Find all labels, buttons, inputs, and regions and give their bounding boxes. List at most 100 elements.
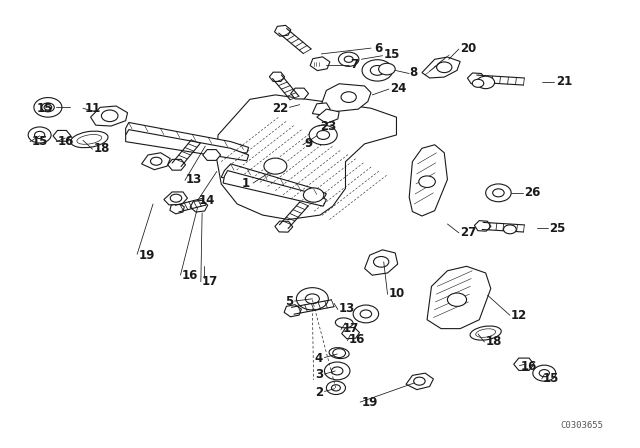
Text: 8: 8 bbox=[409, 66, 417, 79]
Ellipse shape bbox=[470, 326, 501, 340]
Text: 13: 13 bbox=[339, 302, 355, 315]
Ellipse shape bbox=[335, 318, 353, 328]
Circle shape bbox=[533, 365, 556, 381]
Polygon shape bbox=[141, 153, 170, 170]
Circle shape bbox=[344, 56, 353, 62]
Circle shape bbox=[34, 98, 62, 117]
Text: 16: 16 bbox=[521, 360, 537, 373]
Circle shape bbox=[477, 76, 495, 89]
Polygon shape bbox=[514, 358, 534, 370]
Circle shape bbox=[28, 127, 51, 143]
Text: 2: 2 bbox=[315, 386, 323, 399]
Circle shape bbox=[379, 63, 395, 75]
Circle shape bbox=[326, 381, 346, 395]
Polygon shape bbox=[312, 103, 330, 116]
Polygon shape bbox=[320, 84, 371, 112]
Text: 18: 18 bbox=[94, 142, 110, 155]
Circle shape bbox=[341, 92, 356, 103]
Circle shape bbox=[324, 362, 350, 380]
Circle shape bbox=[44, 105, 52, 110]
Circle shape bbox=[170, 194, 182, 202]
Circle shape bbox=[486, 184, 511, 202]
Circle shape bbox=[332, 385, 340, 391]
Circle shape bbox=[339, 52, 359, 66]
Text: 7: 7 bbox=[351, 58, 358, 71]
Polygon shape bbox=[409, 145, 447, 216]
Polygon shape bbox=[203, 150, 221, 160]
Circle shape bbox=[374, 257, 389, 267]
Polygon shape bbox=[365, 250, 397, 275]
Polygon shape bbox=[221, 164, 326, 199]
Text: 9: 9 bbox=[304, 138, 312, 151]
Text: 16: 16 bbox=[349, 333, 365, 346]
Polygon shape bbox=[291, 88, 308, 99]
Circle shape bbox=[419, 176, 435, 188]
Polygon shape bbox=[168, 159, 186, 170]
Text: 26: 26 bbox=[524, 186, 540, 199]
Polygon shape bbox=[125, 129, 248, 161]
Polygon shape bbox=[422, 57, 460, 78]
Polygon shape bbox=[284, 305, 301, 317]
Text: 13: 13 bbox=[186, 173, 202, 186]
Text: C0303655: C0303655 bbox=[561, 421, 604, 430]
Circle shape bbox=[362, 60, 393, 81]
Text: 5: 5 bbox=[285, 295, 293, 308]
Ellipse shape bbox=[70, 131, 108, 148]
Polygon shape bbox=[125, 122, 248, 153]
Polygon shape bbox=[310, 57, 330, 71]
Circle shape bbox=[303, 188, 324, 202]
Polygon shape bbox=[164, 192, 188, 205]
Polygon shape bbox=[275, 221, 292, 232]
Text: 19: 19 bbox=[362, 396, 378, 409]
Circle shape bbox=[333, 349, 346, 358]
Polygon shape bbox=[190, 200, 208, 212]
Text: 15: 15 bbox=[384, 48, 400, 61]
Circle shape bbox=[504, 225, 516, 234]
Text: 3: 3 bbox=[315, 368, 323, 381]
Ellipse shape bbox=[77, 134, 102, 144]
Polygon shape bbox=[269, 72, 285, 82]
Text: 15: 15 bbox=[543, 372, 559, 385]
Text: 19: 19 bbox=[138, 249, 155, 262]
Circle shape bbox=[35, 131, 45, 138]
Text: 17: 17 bbox=[202, 276, 218, 289]
Polygon shape bbox=[170, 203, 184, 214]
Ellipse shape bbox=[476, 329, 495, 337]
Polygon shape bbox=[467, 73, 485, 84]
Text: 6: 6 bbox=[374, 42, 383, 55]
Polygon shape bbox=[223, 171, 326, 206]
Polygon shape bbox=[342, 327, 360, 339]
Text: 27: 27 bbox=[460, 226, 476, 239]
Text: 24: 24 bbox=[390, 82, 406, 95]
Text: 21: 21 bbox=[556, 75, 572, 88]
Circle shape bbox=[296, 288, 328, 310]
Text: 11: 11 bbox=[84, 102, 100, 115]
Polygon shape bbox=[406, 373, 433, 390]
Circle shape bbox=[540, 370, 549, 377]
Polygon shape bbox=[474, 221, 491, 231]
Polygon shape bbox=[427, 266, 491, 329]
Ellipse shape bbox=[329, 348, 349, 358]
Polygon shape bbox=[275, 26, 291, 36]
Circle shape bbox=[42, 103, 54, 112]
Circle shape bbox=[305, 294, 319, 304]
Text: 10: 10 bbox=[389, 287, 405, 300]
Text: 12: 12 bbox=[511, 309, 527, 322]
Circle shape bbox=[472, 79, 484, 87]
Text: 22: 22 bbox=[272, 102, 288, 115]
Text: 15: 15 bbox=[31, 135, 48, 148]
Circle shape bbox=[317, 130, 330, 139]
Text: 23: 23 bbox=[320, 120, 336, 133]
Text: 16: 16 bbox=[58, 135, 74, 148]
Text: 17: 17 bbox=[342, 322, 358, 335]
Polygon shape bbox=[91, 106, 127, 126]
Circle shape bbox=[493, 189, 504, 197]
Text: 15: 15 bbox=[36, 102, 53, 115]
Text: 18: 18 bbox=[486, 336, 502, 349]
Circle shape bbox=[413, 377, 425, 385]
Text: 4: 4 bbox=[315, 352, 323, 365]
Circle shape bbox=[150, 157, 162, 165]
Text: 16: 16 bbox=[182, 269, 198, 282]
Circle shape bbox=[353, 305, 379, 323]
Polygon shape bbox=[53, 130, 71, 141]
